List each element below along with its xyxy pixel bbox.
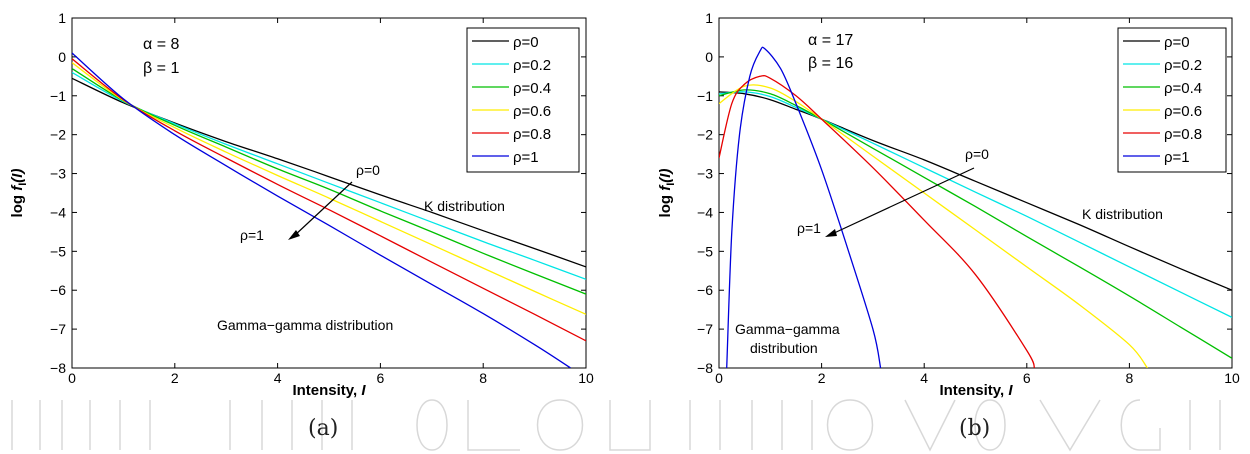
caption-a: (a) (308, 416, 339, 441)
annotation-rho0-b: ρ=0 (965, 146, 989, 162)
series-line--0-6 (72, 62, 586, 315)
annotation-arrowhead-b (825, 229, 837, 237)
legend-b: ρ=0 ρ=0.2 ρ=0.4 ρ=0.6 ρ=0.8 ρ=1 (1117, 27, 1227, 173)
y-tick-label: −8 (697, 360, 713, 376)
x-tick-label: 4 (920, 370, 928, 386)
annotation-k-dist-b: K distribution (1082, 206, 1163, 222)
x-tick-label: 2 (818, 370, 826, 386)
x-tick-label: 4 (274, 370, 282, 386)
legend-label: ρ=0.8 (513, 126, 551, 143)
y-tick-label: −5 (697, 243, 713, 259)
x-tick-label: 10 (1224, 370, 1240, 386)
x-tick-label: 8 (1126, 370, 1134, 386)
legend-items-b: ρ=0 ρ=0.2 ρ=0.4 ρ=0.6 ρ=0.8 ρ=1 (1123, 34, 1202, 166)
legend-label: ρ=0.4 (513, 80, 551, 97)
legend-label: ρ=1 (1164, 149, 1190, 166)
legend-label: ρ=0.8 (1164, 126, 1202, 143)
x-tick-label: 6 (377, 370, 385, 386)
legend-a: ρ=0 ρ=0.2 ρ=0.4 ρ=0.6 ρ=0.8 ρ=1 (466, 27, 580, 173)
y-tick-label: −1 (697, 88, 713, 104)
x-tick-label: 10 (578, 370, 594, 386)
param-alpha-b: α = 17 (808, 32, 853, 49)
y-tick-label: −7 (50, 321, 66, 337)
series-line--1 (726, 46, 882, 368)
series-line--0-8 (72, 58, 586, 342)
annotation-arrowhead-a (288, 230, 300, 240)
y-tick-label: −6 (697, 282, 713, 298)
y-tick-label: −4 (50, 204, 66, 220)
y-tick-label: −3 (50, 166, 66, 182)
y-tick-label: −2 (697, 127, 713, 143)
series-line--0-4 (719, 89, 1232, 359)
param-alpha-a: α = 8 (143, 36, 179, 53)
y-tick-label: −5 (50, 243, 66, 259)
legend-label: ρ=0.2 (1164, 57, 1202, 74)
y-tick-label: −2 (50, 127, 66, 143)
annotation-rho1-a: ρ=1 (240, 227, 264, 243)
param-beta-b: β = 16 (808, 55, 853, 72)
y-axis-label-b: log fI(I) (657, 169, 677, 218)
y-tick-label: −7 (697, 321, 713, 337)
y-tick-label: 0 (705, 49, 713, 65)
series-line--0-8 (719, 75, 1036, 368)
param-beta-a: β = 1 (143, 60, 179, 77)
legend-label: ρ=0.4 (1164, 80, 1202, 97)
series-lines-a (72, 52, 586, 368)
x-tick-label: 0 (715, 370, 723, 386)
y-tick-label: 0 (58, 49, 66, 65)
series-line--0-2 (72, 71, 586, 280)
y-tick-label: 1 (58, 10, 66, 26)
legend-box-b (1117, 27, 1227, 173)
annotation-rho1-b: ρ=1 (797, 220, 821, 236)
y-tick-label: −8 (50, 360, 66, 376)
series-lines-b (719, 46, 1232, 368)
y-tick-label: −4 (697, 204, 713, 220)
series-line--0-6 (719, 84, 1148, 368)
series-line--0 (719, 91, 1232, 291)
x-axis-label-a: Intensity, I (292, 382, 366, 399)
annotation-gg-dist-b-line2: distribution (750, 340, 818, 356)
annotation-rho0-a: ρ=0 (356, 162, 380, 178)
series-line--0-2 (719, 91, 1232, 318)
y-tick-label: −3 (697, 166, 713, 182)
y-tick-label: −6 (50, 282, 66, 298)
series-line--1 (72, 52, 571, 368)
annotation-k-dist-a: K distribution (424, 198, 505, 214)
y-tick-label: −1 (50, 88, 66, 104)
legend-label: ρ=1 (513, 149, 539, 166)
legend-label: ρ=0.6 (1164, 103, 1202, 120)
y-axis-label-a: log fI(I) (9, 169, 29, 218)
y-tick-label: 1 (705, 10, 713, 26)
watermark-outlines (11, 399, 1221, 452)
x-axis-label-b: Intensity, I (939, 382, 1013, 399)
annotation-gg-dist-a: Gamma−gamma distribution (217, 317, 393, 333)
legend-label: ρ=0 (1164, 34, 1190, 51)
series-line--0-4 (72, 68, 586, 295)
legend-label: ρ=0.2 (513, 57, 551, 74)
legend-box-a (466, 27, 580, 173)
annotation-gg-dist-b-line1: Gamma−gamma (735, 321, 840, 337)
x-tick-label: 8 (479, 370, 487, 386)
annotation-arrow-a (293, 181, 353, 237)
x-tick-label: 2 (171, 370, 179, 386)
legend-label: ρ=0 (513, 34, 539, 51)
legend-items-a: ρ=0 ρ=0.2 ρ=0.4 ρ=0.6 ρ=0.8 ρ=1 (472, 34, 551, 166)
legend-label: ρ=0.6 (513, 103, 551, 120)
caption-b: (b) (959, 416, 991, 441)
annotation-arrow-b (831, 167, 975, 235)
x-tick-label: 0 (68, 370, 76, 386)
x-tick-label: 6 (1023, 370, 1031, 386)
